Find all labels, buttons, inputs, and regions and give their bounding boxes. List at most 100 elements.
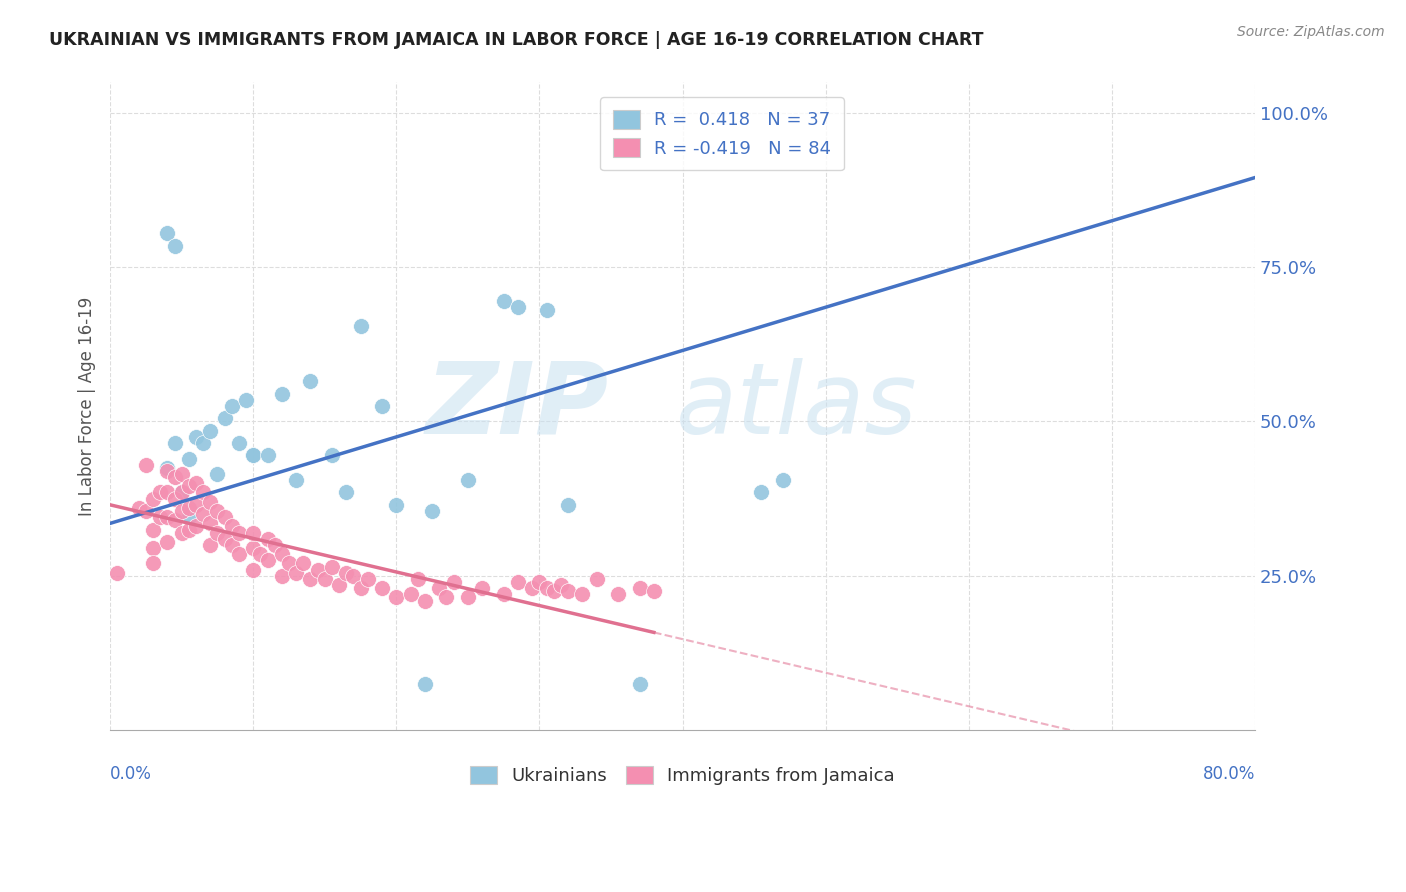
Point xyxy=(242,449,264,463)
Point xyxy=(149,510,172,524)
Point xyxy=(242,563,264,577)
Point xyxy=(335,566,357,580)
Text: 80.0%: 80.0% xyxy=(1202,764,1256,783)
Point xyxy=(299,572,322,586)
Point xyxy=(420,504,443,518)
Point xyxy=(427,581,450,595)
Point xyxy=(357,572,380,586)
Point xyxy=(385,498,408,512)
Point xyxy=(557,498,579,512)
Point xyxy=(163,238,186,252)
Point xyxy=(529,574,551,589)
Point xyxy=(321,559,343,574)
Point xyxy=(200,516,222,531)
Point xyxy=(270,547,292,561)
Point xyxy=(156,510,179,524)
Point xyxy=(557,584,579,599)
Point xyxy=(128,500,150,515)
Point xyxy=(177,510,200,524)
Point xyxy=(156,464,179,478)
Point xyxy=(142,491,165,506)
Point xyxy=(292,557,315,571)
Point xyxy=(214,510,236,524)
Point xyxy=(299,375,322,389)
Point xyxy=(436,591,458,605)
Point xyxy=(278,557,301,571)
Point xyxy=(643,584,665,599)
Point xyxy=(342,569,364,583)
Point xyxy=(228,436,250,450)
Point xyxy=(371,581,394,595)
Point xyxy=(191,507,214,521)
Point xyxy=(270,386,292,401)
Point xyxy=(413,677,436,691)
Point xyxy=(371,399,394,413)
Point xyxy=(256,532,278,546)
Point xyxy=(105,566,128,580)
Point xyxy=(550,578,572,592)
Point xyxy=(214,411,236,425)
Point xyxy=(214,532,236,546)
Point xyxy=(142,557,165,571)
Point xyxy=(492,587,515,601)
Point xyxy=(228,525,250,540)
Point xyxy=(335,485,357,500)
Point xyxy=(536,581,558,595)
Point xyxy=(163,513,186,527)
Point xyxy=(628,581,651,595)
Point xyxy=(156,485,179,500)
Point xyxy=(249,547,271,561)
Point xyxy=(207,467,229,481)
Point xyxy=(506,574,529,589)
Text: UKRAINIAN VS IMMIGRANTS FROM JAMAICA IN LABOR FORCE | AGE 16-19 CORRELATION CHAR: UKRAINIAN VS IMMIGRANTS FROM JAMAICA IN … xyxy=(49,31,984,49)
Point xyxy=(314,572,336,586)
Point xyxy=(207,504,229,518)
Point xyxy=(191,485,214,500)
Point xyxy=(235,392,257,407)
Point xyxy=(492,294,515,309)
Point xyxy=(457,591,479,605)
Point xyxy=(571,587,593,601)
Point xyxy=(543,584,565,599)
Point xyxy=(177,479,200,493)
Point xyxy=(163,491,186,506)
Point xyxy=(536,303,558,318)
Point xyxy=(457,473,479,487)
Point xyxy=(170,485,193,500)
Point xyxy=(349,318,371,333)
Point xyxy=(156,534,179,549)
Point xyxy=(285,473,308,487)
Point xyxy=(221,519,243,533)
Point xyxy=(170,504,193,518)
Point xyxy=(1294,105,1316,120)
Text: atlas: atlas xyxy=(676,358,918,455)
Point xyxy=(772,473,794,487)
Point xyxy=(285,566,308,580)
Point xyxy=(585,572,607,586)
Point xyxy=(184,519,207,533)
Point xyxy=(156,226,179,240)
Point xyxy=(749,485,772,500)
Point xyxy=(221,399,243,413)
Text: Source: ZipAtlas.com: Source: ZipAtlas.com xyxy=(1237,25,1385,39)
Point xyxy=(184,476,207,491)
Point xyxy=(200,538,222,552)
Point xyxy=(207,525,229,540)
Point xyxy=(406,572,429,586)
Point xyxy=(399,587,422,601)
Point xyxy=(349,581,371,595)
Point xyxy=(177,451,200,466)
Y-axis label: In Labor Force | Age 16-19: In Labor Force | Age 16-19 xyxy=(79,296,96,516)
Point xyxy=(242,449,264,463)
Point xyxy=(522,581,544,595)
Legend: Ukrainians, Immigrants from Jamaica: Ukrainians, Immigrants from Jamaica xyxy=(463,759,903,792)
Point xyxy=(328,578,350,592)
Point xyxy=(177,523,200,537)
Point xyxy=(200,424,222,438)
Point xyxy=(242,525,264,540)
Point xyxy=(307,563,329,577)
Point xyxy=(142,523,165,537)
Point xyxy=(221,538,243,552)
Point xyxy=(191,436,214,450)
Point xyxy=(443,574,465,589)
